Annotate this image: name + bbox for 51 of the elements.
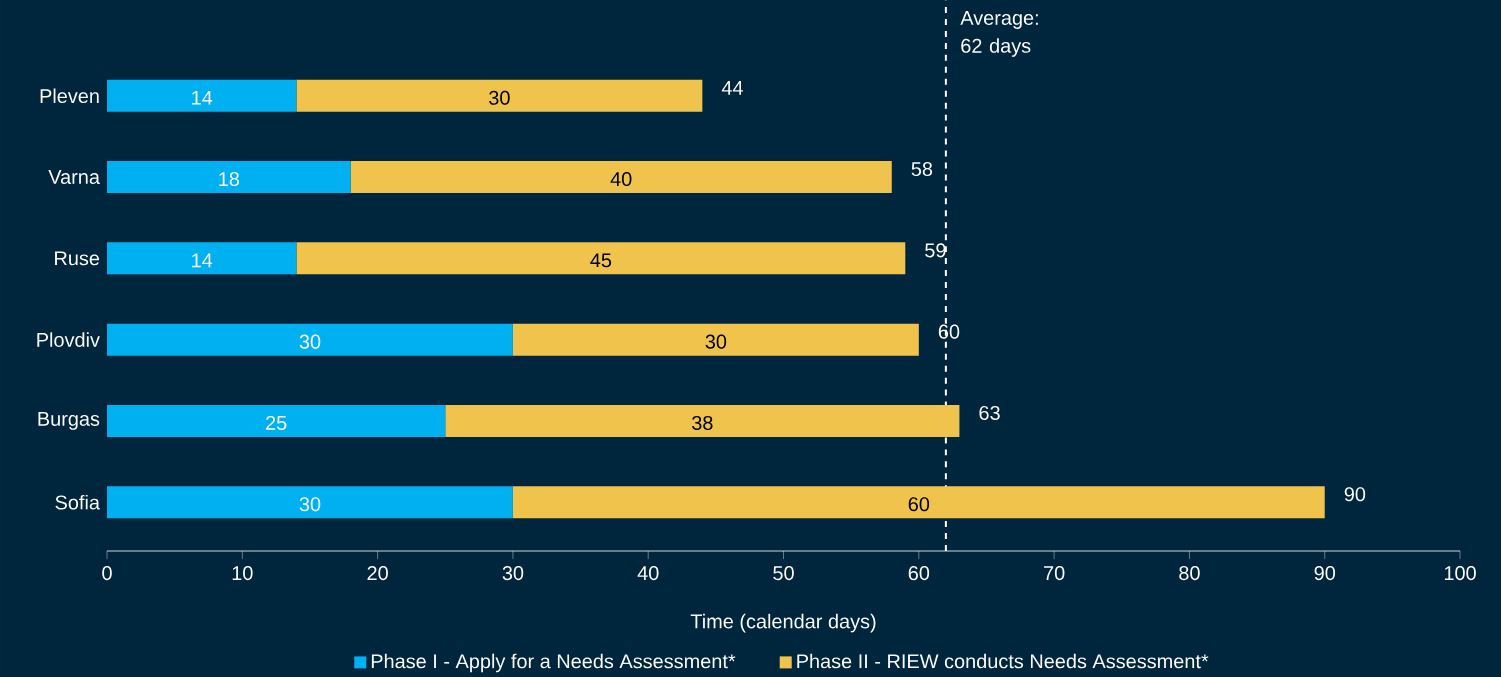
total-label: 90 [1344, 487, 1366, 502]
x-axis-title: Time (calendar days) [690, 613, 876, 633]
data-label: 45 [590, 253, 612, 268]
total-label: 63 [979, 405, 1000, 420]
bar [512, 486, 1325, 519]
data-label: 38 [692, 415, 713, 430]
y-tick-label: Pleven [40, 88, 99, 104]
data-label: 60 [908, 497, 930, 512]
bar [350, 161, 892, 194]
bar [296, 242, 906, 275]
bar [107, 79, 297, 112]
x-tick-label: 0 [102, 566, 112, 581]
bar [445, 404, 960, 437]
data-label: 18 [219, 172, 239, 187]
x-tick-label: 60 [908, 566, 930, 581]
legend-label: Phase I - Apply for a Needs Assessment* [371, 653, 736, 673]
data-label: 40 [610, 172, 632, 187]
data-label: 30 [299, 497, 321, 512]
data-label: 14 [192, 253, 213, 268]
x-tick-label: 20 [367, 566, 388, 581]
x-tick-label: 40 [637, 566, 659, 581]
data-label: 14 [192, 90, 213, 105]
bar [107, 161, 351, 194]
y-tick-label: Ruse [55, 251, 100, 266]
y-tick-label: Burgas [38, 412, 100, 430]
ref-line-label: Average: 62 days [960, 11, 1038, 57]
data-label: 30 [705, 334, 727, 349]
bar [107, 486, 513, 519]
x-tick-label: 80 [1179, 566, 1200, 581]
x-tick-label: 10 [232, 566, 253, 581]
y-tick-label: Sofia [55, 494, 100, 510]
y-tick-label: Varna [48, 170, 100, 185]
bar [107, 323, 513, 356]
legend-label: Phase II - RIEW conducts Needs Assessment* [797, 653, 1209, 669]
bar [296, 79, 703, 112]
bar [107, 242, 297, 275]
y-tick-label: Plovdiv [37, 332, 100, 347]
x-tick-label: 30 [502, 566, 524, 581]
x-tick-label: 90 [1314, 566, 1336, 581]
data-label: 30 [299, 334, 321, 349]
total-label: 60 [938, 324, 960, 339]
total-label: 58 [911, 162, 933, 177]
total-label: 59 [925, 243, 946, 258]
x-tick-label: 50 [773, 566, 794, 581]
bar [107, 404, 446, 437]
x-tick-label: 100 [1444, 566, 1476, 581]
data-label: 30 [489, 90, 510, 105]
bar [512, 323, 919, 356]
data-label: 25 [266, 415, 287, 430]
x-tick-label: 70 [1044, 566, 1065, 581]
total-label: 44 [721, 80, 743, 95]
